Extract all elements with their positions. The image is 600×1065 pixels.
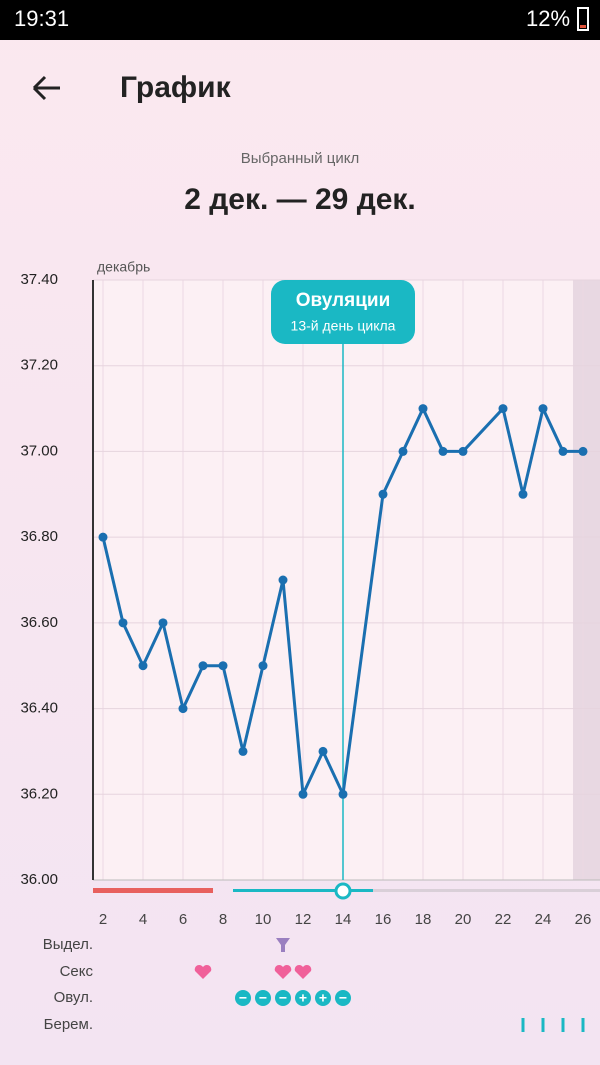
ovulation-test-sign: − xyxy=(279,990,287,1006)
y-tick-label: 37.40 xyxy=(20,271,58,288)
status-battery: 12% xyxy=(526,6,570,31)
ovulation-marker xyxy=(334,882,352,900)
ovulation-test-icon xyxy=(335,990,351,1006)
cycle-range[interactable]: 2 дек. — 29 дек. xyxy=(184,183,416,216)
temperature-point xyxy=(318,746,328,756)
x-tick-label: 14 xyxy=(335,911,352,928)
temperature-point xyxy=(578,446,588,456)
x-tick-label: 24 xyxy=(535,911,552,928)
ovulation-test-sign: − xyxy=(239,990,247,1006)
track-label: Выдел. xyxy=(43,936,93,953)
pregnancy-icon xyxy=(521,1018,525,1032)
temperature-point xyxy=(138,661,148,671)
page-title: График xyxy=(120,71,232,104)
ovulation-test-icon xyxy=(275,990,291,1006)
temperature-point xyxy=(218,661,228,671)
x-tick-label: 22 xyxy=(495,911,512,928)
y-tick-label: 36.20 xyxy=(20,785,58,802)
ovulation-test-icon xyxy=(235,990,251,1006)
fertile-bar xyxy=(233,889,373,892)
temperature-point xyxy=(518,489,528,499)
x-tick-label: 18 xyxy=(415,911,432,928)
ovulation-test-sign: − xyxy=(259,990,267,1006)
plot-area xyxy=(93,280,600,880)
y-tick-label: 36.80 xyxy=(20,528,58,545)
x-tick-label: 12 xyxy=(295,911,312,928)
period-bar xyxy=(93,888,213,893)
temperature-point xyxy=(398,446,408,456)
y-tick-label: 36.00 xyxy=(20,871,58,888)
ovulation-test-icon xyxy=(315,990,331,1006)
cycle-bar xyxy=(373,889,600,892)
annotation-bubble xyxy=(271,280,415,344)
ovulation-test-icon xyxy=(255,990,271,1006)
battery-level xyxy=(580,25,586,28)
temperature-point xyxy=(458,446,468,456)
sex-icon xyxy=(274,964,292,979)
temperature-point xyxy=(198,661,208,671)
pregnancy-icon xyxy=(541,1018,545,1032)
cycle-caption: Выбранный цикл xyxy=(241,150,359,167)
temperature-point xyxy=(238,746,248,756)
x-tick-label: 26 xyxy=(575,911,592,928)
y-tick-label: 37.00 xyxy=(20,442,58,459)
temperature-point xyxy=(538,404,548,414)
annotation-subtitle: 13-й день цикла xyxy=(291,318,396,334)
ovulation-test-sign: + xyxy=(319,990,327,1006)
x-tick-label: 4 xyxy=(139,911,147,928)
temperature-point xyxy=(418,404,428,414)
annotation-title: Овуляции xyxy=(296,290,391,311)
temperature-point xyxy=(378,489,388,499)
back-button[interactable] xyxy=(32,75,60,101)
temperature-point xyxy=(98,532,108,542)
temperature-point xyxy=(118,618,128,628)
x-tick-label: 20 xyxy=(455,911,472,928)
temperature-point xyxy=(178,704,188,714)
x-tick-label: 6 xyxy=(179,911,187,928)
x-tick-label: 8 xyxy=(219,911,227,928)
month-label: декабрь xyxy=(97,259,150,275)
x-tick-label: 10 xyxy=(255,911,272,928)
pregnancy-icon xyxy=(581,1018,585,1032)
ovulation-test-icon xyxy=(295,990,311,1006)
sex-icon xyxy=(194,964,212,979)
status-bar xyxy=(0,0,600,40)
ovulation-test-sign: − xyxy=(339,990,347,1006)
temperature-point xyxy=(298,789,308,799)
status-time: 19:31 xyxy=(14,6,69,31)
temperature-point xyxy=(558,446,568,456)
temperature-point xyxy=(158,618,168,628)
y-tick-label: 36.40 xyxy=(20,700,58,717)
battery-icon xyxy=(577,7,589,31)
y-tick-label: 37.20 xyxy=(20,357,58,374)
pregnancy-icon xyxy=(561,1018,565,1032)
temperature-point xyxy=(258,661,268,671)
y-tick-label: 36.60 xyxy=(20,614,58,631)
x-tick-label: 2 xyxy=(99,911,107,928)
temperature-point xyxy=(498,404,508,414)
track-label: Секс xyxy=(60,963,94,980)
ovulation-test-sign: + xyxy=(299,990,307,1006)
discharge-icon xyxy=(276,938,290,952)
x-tick-label: 16 xyxy=(375,911,392,928)
sex-icon xyxy=(294,964,312,979)
temperature-point xyxy=(438,446,448,456)
temperature-point xyxy=(338,789,348,799)
temperature-point xyxy=(278,575,288,585)
track-label: Овул. xyxy=(54,989,93,1006)
future-band xyxy=(573,280,600,880)
track-label: Берем. xyxy=(44,1016,93,1033)
